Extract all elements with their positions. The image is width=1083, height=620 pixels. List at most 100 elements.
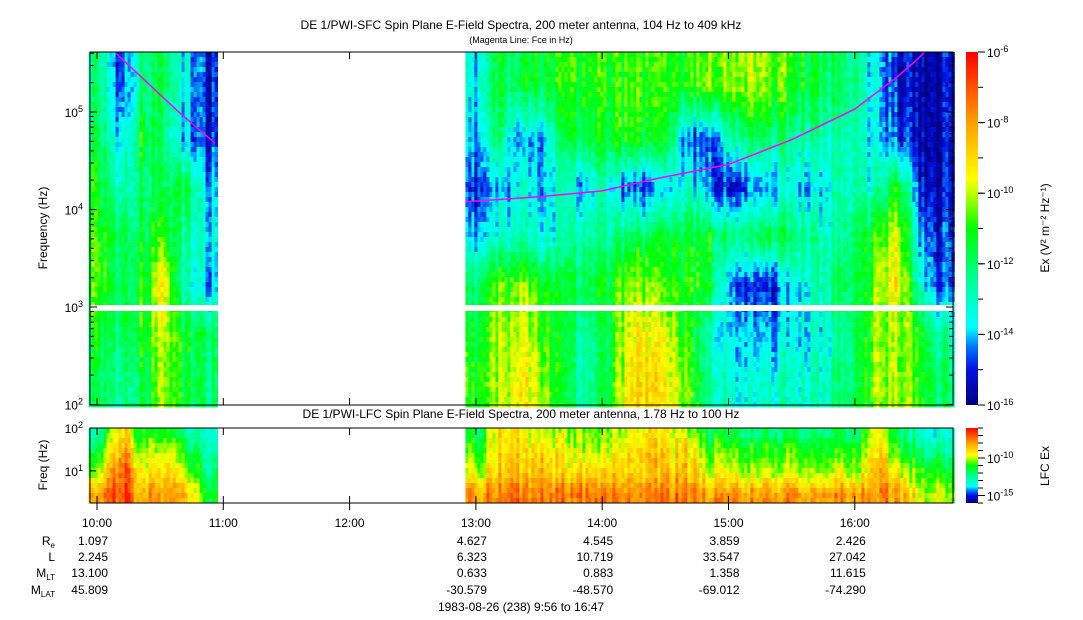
spectrogram-pixel: [465, 297, 469, 303]
spectrogram-pixel: [516, 187, 520, 193]
spectrogram-pixel: [169, 267, 173, 273]
spectrogram-pixel: [112, 137, 116, 143]
spectrogram-pixel: [103, 132, 107, 138]
spectrogram-pixel: [513, 312, 517, 318]
spectrogram-pixel: [94, 67, 98, 73]
spectrogram-pixel: [94, 317, 98, 323]
spectrogram-pixel: [127, 227, 131, 233]
spectrogram-pixel: [483, 222, 487, 228]
spectrogram-pixel: [483, 372, 487, 378]
spectrogram-pixel: [205, 207, 209, 213]
spectrogram-pixel: [94, 387, 98, 393]
spectrogram-pixel: [109, 352, 113, 358]
spectrogram-pixel: [486, 102, 490, 108]
spectrogram-pixel: [184, 362, 188, 368]
spectrogram-pixel: [498, 202, 502, 208]
spectrogram-pixel: [163, 342, 167, 348]
spectrogram-pixel: [537, 377, 541, 383]
spectrogram-pixel: [214, 157, 218, 163]
spectrogram-pixel: [507, 142, 511, 148]
spectrogram-pixel: [166, 397, 170, 403]
spectrogram-pixel: [211, 137, 215, 143]
spectrogram-pixel: [172, 202, 176, 208]
spectrogram-pixel: [124, 377, 128, 383]
spectrogram-pixel: [106, 202, 110, 208]
spectrogram-pixel: [178, 372, 182, 378]
sfc-title: DE 1/PWI-SFC Spin Plane E-Field Spectra,…: [301, 18, 742, 32]
spectrogram-pixel: [121, 62, 125, 68]
spectrogram-pixel: [537, 337, 541, 343]
spectrogram-pixel: [133, 182, 137, 188]
spectrogram-pixel: [525, 302, 529, 308]
spectrogram-pixel: [474, 112, 478, 118]
spectrogram-pixel: [115, 67, 119, 73]
spectrogram-pixel: [211, 372, 215, 378]
spectrogram-pixel: [534, 127, 538, 133]
spectrogram-pixel: [127, 397, 131, 403]
spectrogram-pixel: [190, 192, 194, 198]
spectrogram-pixel: [495, 222, 499, 228]
spectrogram-pixel: [145, 332, 149, 338]
spectrogram-pixel: [178, 387, 182, 393]
spectrogram-pixel: [193, 207, 197, 213]
spectrogram-pixel: [106, 232, 110, 238]
spectrogram-pixel: [169, 367, 173, 373]
spectrogram-pixel: [100, 297, 104, 303]
spectrogram-pixel: [100, 77, 104, 83]
spectrogram-pixel: [139, 357, 143, 363]
spectrogram-pixel: [121, 297, 125, 303]
spectrogram-pixel: [540, 232, 544, 238]
spectrogram-pixel: [166, 152, 170, 158]
spectrogram-pixel: [531, 297, 535, 303]
spectrogram-pixel: [543, 232, 547, 238]
spectrogram-pixel: [483, 202, 487, 208]
spectrogram-pixel: [546, 62, 550, 68]
spectrogram-pixel: [121, 357, 125, 363]
spectrogram-pixel: [151, 287, 155, 293]
spectrogram-pixel: [178, 287, 182, 293]
spectrogram-pixel: [109, 137, 113, 143]
spectrogram-pixel: [528, 232, 532, 238]
spectrogram-pixel: [205, 117, 209, 123]
spectrogram-pixel: [94, 362, 98, 368]
spectrogram-pixel: [91, 227, 95, 233]
spectrogram-pixel: [522, 202, 526, 208]
spectrogram-pixel: [157, 357, 161, 363]
spectrogram-pixel: [160, 122, 164, 128]
spectrogram-pixel: [498, 337, 502, 343]
spectrogram-pixel: [477, 77, 481, 83]
spectrogram-pixel: [208, 387, 212, 393]
spectrogram-pixel: [97, 187, 101, 193]
spectrogram-pixel: [537, 327, 541, 333]
spectrogram-pixel: [166, 197, 170, 203]
spectrogram-pixel: [199, 222, 203, 228]
spectrogram-pixel: [522, 232, 526, 238]
spectrogram-pixel: [471, 112, 475, 118]
spectrogram-pixel: [142, 137, 146, 143]
spectrogram-pixel: [136, 67, 140, 73]
spectrogram-pixel: [534, 257, 538, 263]
spectrogram-pixel: [172, 222, 176, 228]
spectrogram-pixel: [112, 312, 116, 318]
spectrogram-pixel: [483, 317, 487, 323]
spectrogram-pixel: [531, 197, 535, 203]
spectrogram-pixel: [109, 277, 113, 283]
spectrogram-pixel: [486, 112, 490, 118]
spectrogram-pixel: [139, 122, 143, 128]
spectrogram-pixel: [504, 107, 508, 113]
spectrogram-pixel: [477, 212, 481, 218]
spectrogram-pixel: [109, 337, 113, 343]
spectrogram-pixel: [94, 142, 98, 148]
spectrogram-pixel: [184, 127, 188, 133]
spectrogram-pixel: [495, 52, 499, 58]
spectrogram-pixel: [208, 362, 212, 368]
spectrogram-pixel: [97, 77, 101, 83]
spectrogram-pixel: [115, 332, 119, 338]
lfc-ylabel: Freq (Hz): [36, 440, 50, 491]
spectrogram-pixel: [145, 287, 149, 293]
spectrogram-pixel: [193, 262, 197, 268]
spectrogram-pixel: [118, 337, 122, 343]
spectrogram-pixel: [480, 332, 484, 338]
spectrogram-pixel: [160, 302, 164, 308]
spectrogram-pixel: [118, 202, 122, 208]
